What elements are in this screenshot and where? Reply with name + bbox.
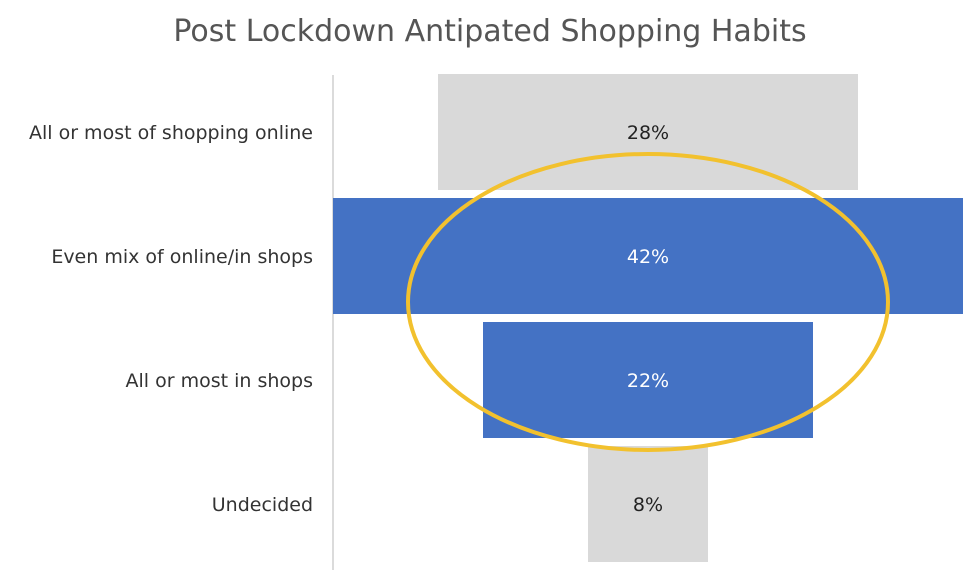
category-label-4: Undecided: [212, 494, 313, 516]
data-label-3: 22%: [627, 370, 669, 392]
category-label-1: All or most of shopping online: [29, 122, 313, 144]
funnel-bar-4: [588, 446, 708, 562]
funnel-bar-3: [483, 322, 813, 438]
chart-title: Post Lockdown Antipated Shopping Habits: [173, 14, 807, 49]
category-label-2: Even mix of online/in shops: [51, 246, 313, 268]
data-label-4: 8%: [633, 494, 663, 516]
funnel-bar-1: [438, 74, 858, 190]
data-label-2: 42%: [627, 246, 669, 268]
funnel-bar-2: [333, 198, 963, 314]
highlight-ellipse: [406, 152, 890, 452]
data-label-1: 28%: [627, 122, 669, 144]
category-label-3: All or most in shops: [126, 370, 313, 392]
